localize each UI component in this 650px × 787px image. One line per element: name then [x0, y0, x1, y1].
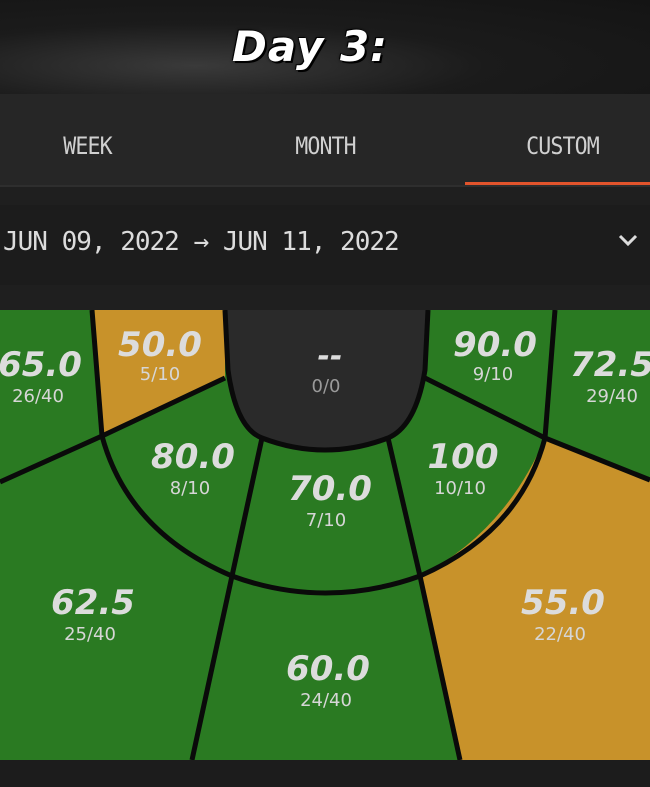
top-banner	[0, 0, 650, 94]
pct-top-three: 60.0	[286, 649, 370, 689]
tab-week[interactable]: WEEK	[63, 132, 112, 160]
pct-right-corner: 72.5	[570, 345, 650, 385]
zone-paint[interactable]	[225, 310, 428, 450]
zone-right-wing[interactable]	[420, 438, 650, 760]
made-paint: 0/0	[312, 376, 341, 397]
made-left-baseline: 5/10	[140, 364, 180, 385]
pct-left-corner: 65.0	[0, 345, 82, 385]
date-range-selector[interactable]: JUN 09, 2022 → JUN 11, 2022	[0, 205, 650, 285]
tab-month[interactable]: MONTH	[295, 132, 356, 160]
pct-left-wing: 62.5	[51, 583, 135, 623]
made-left-elbow: 8/10	[170, 478, 210, 499]
active-tab-indicator	[465, 182, 650, 185]
chevron-down-icon[interactable]	[617, 229, 639, 251]
pct-right-wing: 55.0	[521, 583, 605, 623]
made-right-elbow: 10/10	[434, 478, 486, 499]
made-right-wing: 22/40	[534, 624, 586, 645]
made-top-three: 24/40	[300, 690, 352, 711]
pct-right-baseline: 90.0	[453, 325, 537, 365]
date-range-text: JUN 09, 2022 → JUN 11, 2022	[3, 227, 400, 257]
shot-chart-svg: 65.0 50.0 -- 90.0 72.5 80.0 70.0 100 62.…	[0, 310, 650, 760]
made-left-wing: 25/40	[64, 624, 116, 645]
shot-chart: 65.0 50.0 -- 90.0 72.5 80.0 70.0 100 62.…	[0, 310, 650, 760]
made-right-corner: 29/40	[586, 386, 638, 407]
pct-top-key: 70.0	[288, 469, 372, 509]
made-top-key: 7/10	[306, 510, 346, 531]
pct-left-baseline: 50.0	[118, 325, 202, 365]
pct-paint: --	[318, 339, 343, 374]
tab-divider	[0, 185, 650, 187]
bottom-bar	[0, 760, 650, 787]
pct-right-elbow: 100	[428, 437, 499, 477]
range-arrow: →	[193, 227, 210, 257]
tab-custom[interactable]: CUSTOM	[526, 132, 600, 160]
range-end: JUN 11, 2022	[222, 227, 400, 257]
range-tabs: WEEK MONTH CUSTOM	[0, 94, 650, 186]
made-left-corner: 26/40	[12, 386, 64, 407]
made-right-baseline: 9/10	[473, 364, 513, 385]
zone-left-baseline[interactable]	[92, 310, 225, 436]
day-title: Day 3:	[232, 22, 388, 71]
pct-left-elbow: 80.0	[151, 437, 235, 477]
range-start: JUN 09, 2022	[3, 227, 180, 257]
